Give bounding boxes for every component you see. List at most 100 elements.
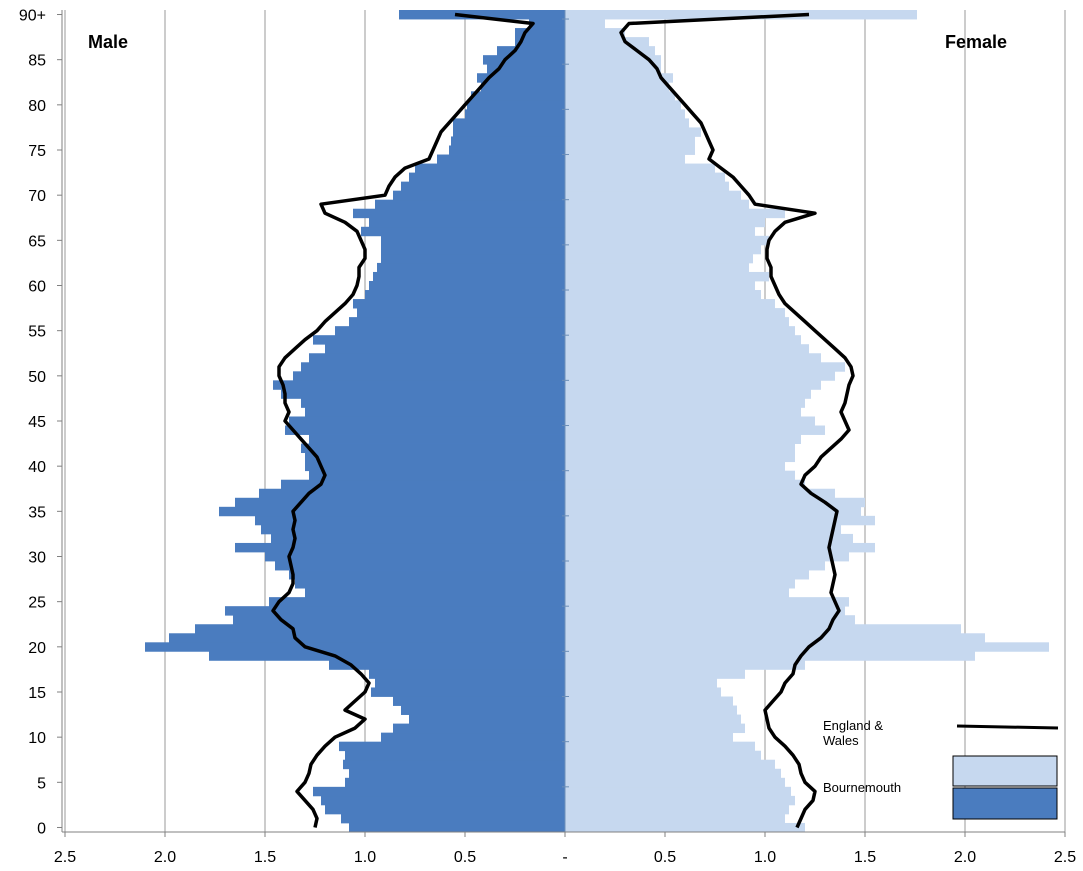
bar-male-age-63 <box>381 253 565 264</box>
y-tick-label: 70 <box>28 188 46 205</box>
bar-female-age-68 <box>565 208 785 219</box>
x-axis-ticks: 2.5 2.0 1.5 1.0 0.5 - 0.5 1.0 1.5 2.0 2.5 <box>54 832 1076 866</box>
x-tick-label: 2.5 <box>54 849 76 866</box>
bar-female-age-72 <box>565 172 725 183</box>
bar-female-age-32 <box>565 533 853 544</box>
x-tick-label: 1.5 <box>254 849 276 866</box>
bar-female-age-69 <box>565 199 749 210</box>
bar-male-age-26 <box>305 588 565 598</box>
bar-female-age-50 <box>565 371 835 381</box>
bar-female-age-40 <box>565 461 785 472</box>
bar-male-age-49 <box>273 380 565 390</box>
bar-female-age-10 <box>565 732 733 743</box>
bar-female-age-30 <box>565 551 849 562</box>
bar-male-age-82 <box>481 82 565 92</box>
bar-female-age-52 <box>565 353 821 363</box>
bar-male-age-46 <box>305 407 565 417</box>
x-tick-label: 0.5 <box>654 849 676 866</box>
bar-female-age-63 <box>565 253 753 264</box>
bar-female-age-80 <box>565 100 681 110</box>
bar-male-age-27 <box>295 579 565 589</box>
bar-male-age-11 <box>393 723 565 734</box>
bar-male-age-36 <box>235 497 565 508</box>
y-tick-label: 75 <box>28 143 46 160</box>
bar-male-age-37 <box>259 488 565 499</box>
y-tick-label: 0 <box>37 820 46 837</box>
bar-male-age-0 <box>349 822 565 833</box>
bar-female-age-19 <box>565 651 975 661</box>
bar-male-age-22 <box>195 624 565 634</box>
bar-female-age-44 <box>565 425 825 435</box>
x-tick-label: 1.5 <box>854 849 876 866</box>
bar-female-age-76 <box>565 136 695 146</box>
bar-female-age-89 <box>565 19 605 29</box>
male-label: Male <box>88 32 128 52</box>
bar-female-age-16 <box>565 678 717 688</box>
bar-male-age-23 <box>233 615 565 625</box>
bar-male-age-55 <box>335 326 565 336</box>
bar-male-age-56 <box>349 317 565 327</box>
legend-bournemouth-label: Bournemouth <box>823 780 901 795</box>
bar-female-age-59 <box>565 290 761 300</box>
bar-male-age-86 <box>497 46 565 56</box>
bar-male-age-9 <box>339 741 565 752</box>
bar-male-age-51 <box>301 362 565 372</box>
bar-male-age-83 <box>477 73 565 83</box>
bar-male-age-31 <box>235 542 565 553</box>
bar-male-age-41 <box>305 452 565 463</box>
bar-male-age-54 <box>313 335 565 345</box>
bar-male-age-59 <box>365 290 565 300</box>
y-tick-label: 30 <box>28 549 46 566</box>
line-england-wales-male <box>271 12 535 828</box>
bar-female-age-48 <box>565 389 811 399</box>
x-tick-label: 1.0 <box>354 849 376 866</box>
bar-male-age-75 <box>449 145 565 155</box>
bar-male-age-70 <box>393 190 565 201</box>
bar-female-age-18 <box>565 660 805 670</box>
bar-male-age-61 <box>373 271 565 282</box>
bar-male-age-7 <box>343 759 565 770</box>
bar-female-age-5 <box>565 777 785 788</box>
x-tick-label: 2.5 <box>1054 849 1076 866</box>
bar-female-age-70 <box>565 190 741 201</box>
bar-male-age-44 <box>285 425 565 435</box>
y-axis-ticks: 0 5 10 15 20 25 30 35 40 45 50 55 60 65 70 75 80 85 90+ <box>19 8 62 837</box>
bar-female-age-41 <box>565 452 795 463</box>
bar-male-age-64 <box>381 244 565 255</box>
y-tick-label: 25 <box>28 595 46 612</box>
bar-male-age-89 <box>529 19 565 29</box>
y-tick-label: 15 <box>28 685 46 702</box>
bar-female-age-22 <box>565 624 961 634</box>
bar-male-age-35 <box>219 506 565 517</box>
bar-male-age-45 <box>289 416 565 426</box>
bar-female-age-84 <box>565 64 661 74</box>
bar-male-age-58 <box>353 299 565 309</box>
x-tick-label: 0.5 <box>454 849 476 866</box>
england-wales-lines <box>271 12 855 829</box>
bar-male-age-6 <box>349 768 565 779</box>
bar-male-age-72 <box>409 172 565 183</box>
y-tick-label: 60 <box>28 279 46 296</box>
bar-female-age-23 <box>565 615 855 625</box>
bar-male-age-29 <box>275 561 565 571</box>
bar-female-age-60 <box>565 280 755 291</box>
bar-male-age-79 <box>465 109 565 119</box>
bar-female-age-17 <box>565 669 745 679</box>
bar-female-age-11 <box>565 723 745 734</box>
bar-female-age-46 <box>565 407 801 417</box>
y-tick-label: 40 <box>28 459 46 476</box>
bar-female-age-67 <box>565 217 765 228</box>
x-tick-label: 2.0 <box>154 849 176 866</box>
bar-female-age-75 <box>565 145 695 155</box>
bar-female-age-74 <box>565 154 685 164</box>
bar-male-age-68 <box>353 208 565 219</box>
bar-male-age-39 <box>309 470 565 481</box>
bar-female-age-0 <box>565 822 805 833</box>
bar-male-age-3 <box>321 795 565 806</box>
bar-female-age-58 <box>565 299 775 309</box>
bar-female-age-56 <box>565 317 789 327</box>
bar-female-age-13 <box>565 705 737 715</box>
bar-female-age-88 <box>565 28 625 38</box>
y-tick-label: 85 <box>28 53 46 70</box>
